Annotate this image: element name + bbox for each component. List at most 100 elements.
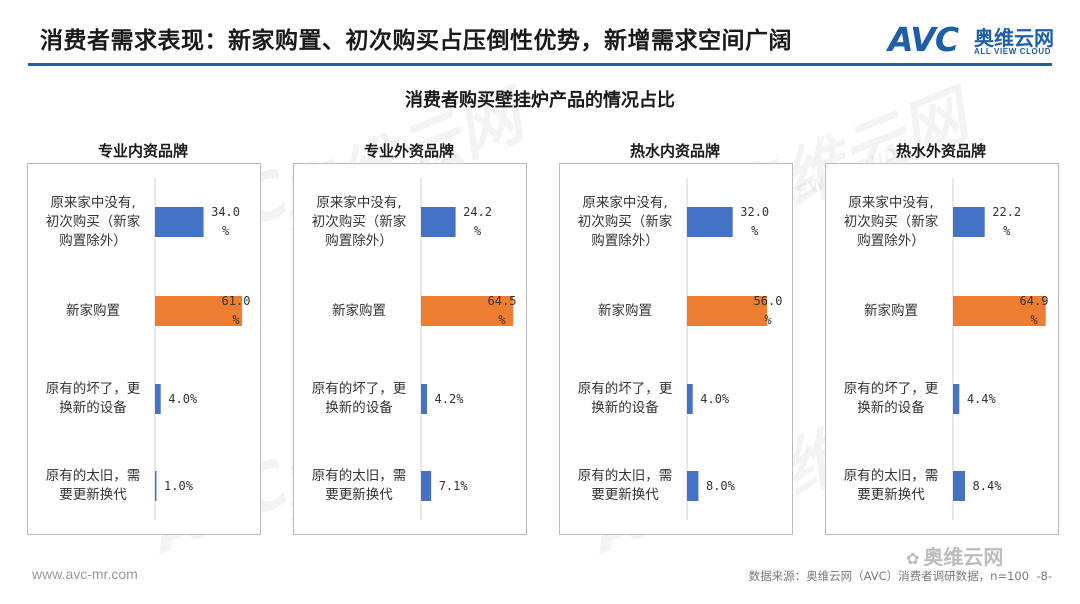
category-label-line: 购置除外） [325, 232, 393, 249]
category-label-line: 换新的设备 [325, 400, 393, 416]
value-label-line: 61.0 [221, 294, 251, 308]
category-label-line: 购置除外） [59, 232, 127, 249]
category-label-line: 新家购置 [66, 302, 120, 319]
value-label-line: 4.4% [966, 391, 996, 406]
value-label: 64.5% [482, 292, 522, 330]
value-label: 7.1% [433, 477, 473, 496]
category-label: 新家购置 [35, 302, 151, 321]
category-label-line: 初次购买（新家 [311, 213, 407, 230]
category-label: 原有的坏了，更 换新的设备 [35, 380, 151, 418]
wechat-badge: ✿ 奥维云网 [906, 541, 1003, 570]
panel-title: 专业外资品牌 [363, 142, 454, 160]
page-title: 消费者需求表现：新家购置、初次购买占压倒性优势，新增需求空间广阔 [40, 28, 792, 54]
bar [155, 471, 157, 501]
bar [155, 296, 243, 326]
value-label-line: % [751, 224, 759, 238]
value-label: 56.0% [748, 292, 788, 330]
category-label-line: 要更新换代 [325, 487, 393, 503]
bar [687, 384, 693, 414]
category-label-line: 新家购置 [598, 302, 652, 319]
value-label: 1.0% [159, 477, 199, 496]
header-divider [28, 63, 1052, 66]
wechat-label: 奥维云网 [923, 545, 1004, 569]
category-label: 原有的太旧，需 要更新换代 [833, 467, 949, 505]
value-label-line: % [1003, 224, 1011, 238]
category-label-line: 新家购置 [332, 302, 386, 319]
value-label-line: 4.0% [700, 391, 730, 406]
category-label: 原有的坏了，更 换新的设备 [567, 380, 683, 418]
bar [953, 471, 965, 501]
category-label: 原来家中没有, 初次购买（新家 购置除外） [35, 194, 151, 251]
value-label: 61.0% [216, 292, 256, 330]
value-label-line: 8.0% [705, 478, 735, 493]
category-label-line: 购置除外） [591, 232, 659, 249]
wechat-icon: ✿ [906, 549, 920, 568]
category-label-line: 原来家中没有, [582, 194, 668, 211]
logo-mark: AVC [888, 20, 959, 59]
value-label: 22.2% [987, 203, 1027, 241]
value-label: 34.0% [206, 203, 246, 241]
website-url: www.avc-mr.com [32, 566, 138, 582]
category-label-line: 要更新换代 [59, 487, 127, 503]
bar [421, 296, 514, 326]
category-label: 原有的太旧，需 要更新换代 [35, 467, 151, 505]
category-label-line: 原来家中没有, [848, 194, 934, 211]
bar [687, 471, 699, 501]
value-label-line: % [764, 313, 772, 327]
value-label-line: 24.2 [463, 205, 493, 219]
category-label-line: 原有的坏了，更 [577, 381, 673, 397]
category-label-line: 原来家中没有, [316, 194, 402, 211]
chart-panel: 原来家中没有, 初次购买（新家 购置除外） 34.0% 新家购置 61.0% 原有的坏了，更… [27, 163, 261, 535]
value-label: 24.2% [458, 203, 498, 241]
value-label-line: % [232, 313, 240, 327]
category-label: 原有的太旧，需 要更新换代 [567, 467, 683, 505]
value-label: 4.0% [695, 390, 735, 409]
category-label: 原来家中没有, 初次购买（新家 购置除外） [833, 194, 949, 251]
category-label: 原来家中没有, 初次购买（新家 购置除外） [567, 194, 683, 251]
panel-plot [154, 178, 243, 520]
source-note: 数据来源：奥维云网（AVC）消费者调研数据，n=100 [748, 569, 1030, 583]
bar [421, 471, 432, 501]
panel-plot [420, 178, 514, 520]
panel-title: 热水外资品牌 [895, 142, 986, 160]
category-label-line: 原有的太旧，需 [843, 468, 939, 484]
category-label: 原有的坏了，更 换新的设备 [833, 380, 949, 418]
value-label-line: 7.1% [438, 478, 468, 493]
value-label-line: 8.4% [972, 478, 1002, 493]
value-label-line: 22.2 [992, 205, 1022, 219]
category-label: 原来家中没有, 初次购买（新家 购置除外） [301, 194, 417, 251]
chart-panel: 原来家中没有, 初次购买（新家 购置除外） 32.0% 新家购置 56.0% 原有的坏了，更… [559, 163, 793, 535]
value-label-line: 32.0 [740, 205, 770, 219]
category-label-line: 初次购买（新家 [45, 213, 141, 230]
category-label: 原有的坏了，更 换新的设备 [301, 380, 417, 418]
value-label-line: % [1030, 313, 1038, 327]
category-label-line: 换新的设备 [591, 400, 659, 416]
category-label-line: 原有的坏了，更 [45, 381, 141, 397]
category-label-line: 要更新换代 [591, 487, 659, 503]
category-label-line: 原有的太旧，需 [311, 468, 407, 484]
bar [687, 207, 733, 237]
bar [953, 384, 960, 414]
footer-source: 数据来源：奥维云网（AVC）消费者调研数据，n=100 -8- [749, 568, 1052, 584]
bar [155, 384, 161, 414]
avc-logo: AVC 奥维云网 ALL VIEW CLOUD [888, 20, 1058, 60]
category-label-line: 换新的设备 [59, 400, 127, 416]
value-label-line: 4.2% [434, 391, 464, 406]
value-label-line: 4.0% [168, 391, 198, 406]
bar [421, 384, 427, 414]
page-number: -8- [1036, 569, 1052, 583]
category-label-line: 换新的设备 [857, 400, 925, 416]
category-label-line: 原有的坏了，更 [311, 381, 407, 397]
panel-plot [686, 178, 767, 520]
value-label-line: % [221, 224, 230, 238]
chart-panel: 原来家中没有, 初次购买（新家 购置除外） 22.2% 新家购置 64.9% 原有的坏了，更… [825, 163, 1059, 535]
bar [953, 207, 985, 237]
category-label-line: 初次购买（新家 [577, 213, 673, 230]
bar [421, 207, 456, 237]
chart-title: 消费者购买壁挂炉产品的情况占比 [405, 90, 675, 111]
value-label: 8.0% [700, 477, 740, 496]
category-label-line: 初次购买（新家 [843, 213, 939, 230]
value-label: 4.4% [961, 390, 1001, 409]
category-label-line: 新家购置 [864, 302, 918, 319]
logo-name-en: ALL VIEW CLOUD [974, 47, 1052, 56]
